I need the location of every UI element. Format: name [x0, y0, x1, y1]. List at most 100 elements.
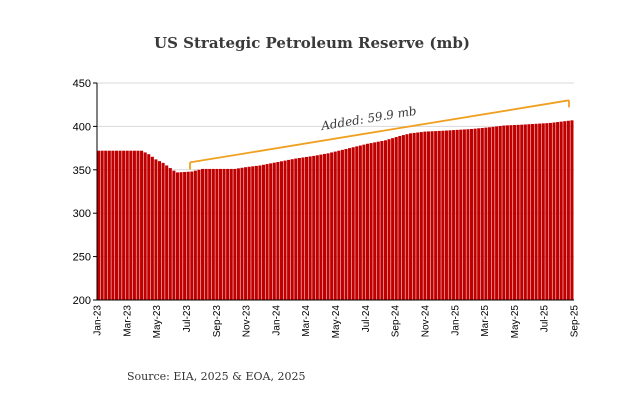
bar [469, 129, 474, 300]
bar [330, 152, 334, 300]
x-tick-label: Jul-25 [540, 305, 551, 333]
bar [409, 133, 413, 300]
bar [204, 168, 208, 300]
bar [175, 172, 179, 300]
bar [122, 150, 126, 300]
bar [505, 125, 509, 300]
y-tick-label: 250 [73, 252, 91, 264]
x-tick-label: Jan-23 [93, 305, 104, 336]
bar [111, 150, 115, 300]
bar [233, 168, 237, 300]
bar [545, 123, 549, 301]
bar [516, 124, 520, 300]
bar [563, 121, 567, 300]
bar [305, 156, 309, 300]
bar [441, 130, 445, 300]
chart-title: US Strategic Petroleum Reserve (mb) [154, 34, 470, 52]
x-tick-label: Jan-24 [271, 305, 282, 336]
bar [283, 160, 287, 300]
x-tick-label: May-23 [152, 305, 163, 339]
bar [455, 129, 459, 300]
bar [538, 123, 542, 300]
bar [114, 150, 119, 300]
bracket-line [189, 99, 570, 164]
x-tick-label: Nov-24 [420, 305, 431, 338]
x-tick-label: May-24 [331, 305, 342, 339]
bar [294, 158, 298, 300]
bar [444, 130, 448, 300]
y-tick-label: 400 [73, 121, 91, 133]
bar [509, 125, 513, 301]
bar [333, 151, 337, 300]
bar [523, 124, 527, 300]
bar [258, 165, 262, 300]
bar [322, 153, 327, 300]
bar [107, 150, 111, 300]
bar [183, 171, 187, 300]
bar [452, 130, 456, 300]
bar [165, 165, 169, 300]
bar [369, 143, 373, 300]
bar-series [97, 120, 574, 301]
bar [312, 155, 316, 300]
bar [459, 129, 463, 300]
x-tick-label: Jul-23 [182, 305, 193, 333]
bar [172, 170, 176, 300]
bar [140, 150, 144, 300]
bar [290, 159, 294, 300]
bar [261, 164, 266, 300]
bar [376, 141, 380, 300]
x-tick-label: Sep-23 [212, 305, 223, 338]
bar [118, 150, 122, 300]
bar [391, 138, 395, 300]
bar [272, 162, 276, 300]
x-tick-label: Jan-25 [450, 305, 461, 336]
bar [487, 127, 491, 301]
bar [179, 172, 183, 300]
bar [161, 162, 165, 300]
bar [143, 152, 147, 300]
bar [340, 149, 344, 300]
y-tick-label: 200 [73, 295, 91, 307]
bar [534, 123, 538, 300]
x-tick-label: May-25 [510, 305, 521, 339]
bar [373, 142, 377, 300]
bar [251, 166, 255, 300]
bar [279, 161, 283, 300]
bar [129, 150, 133, 300]
bar [315, 155, 319, 300]
bar [412, 132, 416, 300]
bar [244, 167, 248, 300]
bar [365, 143, 370, 300]
bar [466, 129, 470, 300]
x-tick-label: Sep-24 [391, 305, 402, 338]
bar [541, 123, 545, 300]
bar [527, 124, 531, 300]
bar [222, 168, 226, 300]
x-tick-label: Nov-23 [242, 305, 253, 338]
bar [358, 145, 362, 300]
bar [513, 125, 517, 300]
axes [96, 83, 574, 301]
bar [100, 150, 104, 300]
bar [423, 131, 427, 300]
bar [215, 168, 219, 300]
bar [552, 122, 556, 301]
bar [193, 170, 197, 300]
bar [383, 140, 387, 300]
bar [434, 131, 438, 300]
bar [502, 125, 506, 300]
bar [419, 132, 423, 300]
bar [351, 147, 355, 300]
x-tick-label: Sep-25 [570, 305, 581, 338]
bar [484, 127, 488, 301]
bar [308, 156, 312, 300]
source-note: Source: EIA, 2025 & EOA, 2025 [127, 370, 306, 383]
bar [297, 158, 301, 300]
bar [437, 130, 441, 300]
bar [548, 122, 552, 301]
x-tick-label: Mar-25 [480, 305, 491, 337]
bar [125, 150, 129, 300]
bar [405, 134, 409, 300]
